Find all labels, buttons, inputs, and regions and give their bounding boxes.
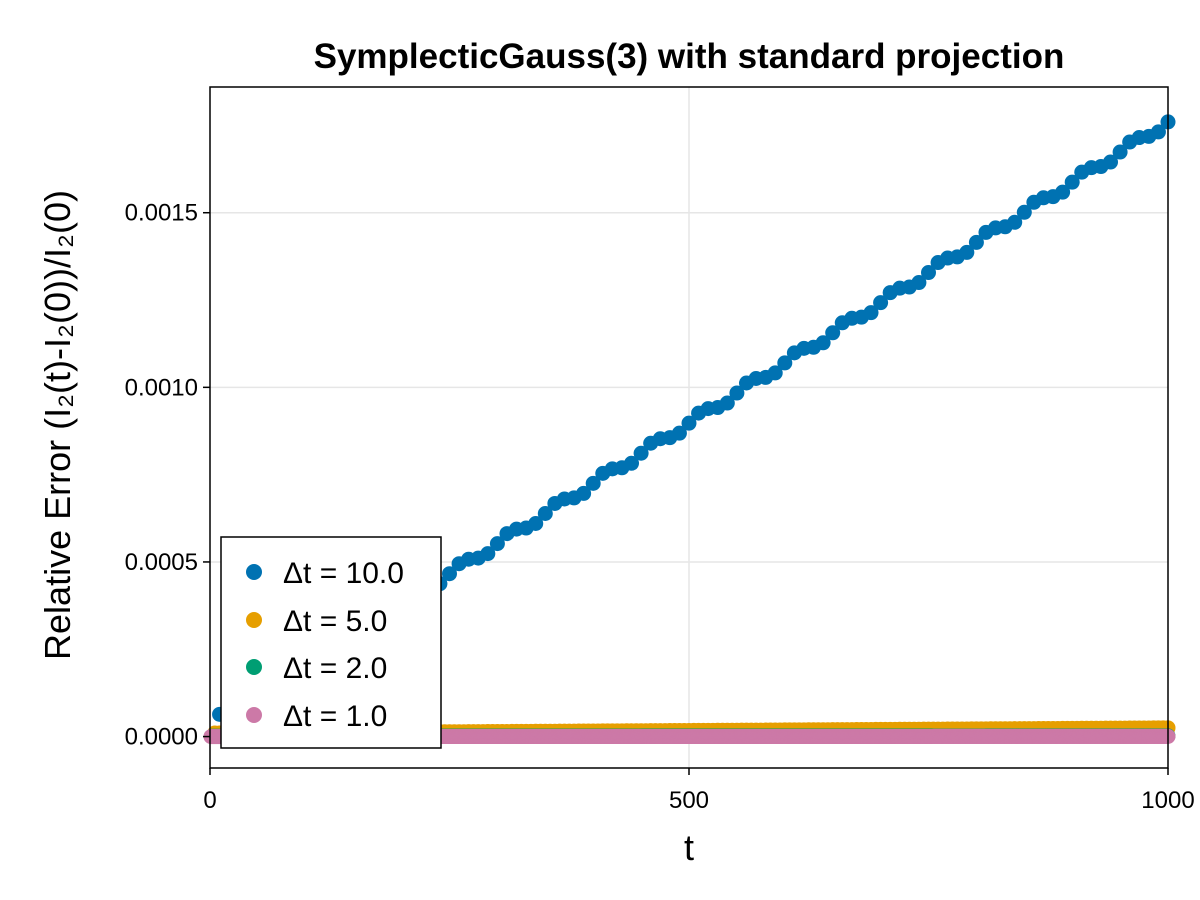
y-tick-label: 0.0010 (125, 374, 198, 401)
data-point (1112, 144, 1128, 160)
data-point (681, 415, 697, 431)
x-axis-ticks: 0 500 1000 (203, 768, 1195, 814)
data-point (825, 325, 841, 341)
legend-marker-dt-5 (246, 612, 262, 628)
data-point (1150, 124, 1166, 140)
legend-marker-dt-10 (246, 564, 262, 580)
legend-marker-dt-2 (246, 659, 262, 675)
data-point (777, 355, 793, 371)
data-point (873, 295, 889, 311)
data-point (1064, 174, 1080, 190)
data-point (671, 425, 687, 441)
data-point (911, 275, 927, 291)
x-tick-label: 500 (669, 787, 709, 814)
y-tick-label: 0.0005 (125, 549, 198, 576)
chart-title: SymplecticGauss(3) with standard project… (314, 37, 1065, 76)
legend-label-dt-2: Δt = 2.0 (283, 652, 387, 685)
y-axis-ticks: 0.0000 0.0005 0.0010 0.0015 (125, 200, 210, 751)
data-point (815, 335, 831, 351)
data-point (576, 485, 592, 501)
x-axis-label: t (684, 827, 694, 868)
data-point (968, 234, 984, 250)
x-tick-label: 0 (203, 787, 216, 814)
data-point (480, 546, 496, 562)
legend-marker-dt-1 (246, 707, 262, 723)
data-point (528, 516, 544, 532)
data-point (442, 566, 457, 582)
data-point (489, 536, 505, 552)
y-tick-label: 0.0000 (125, 724, 198, 751)
data-point (767, 365, 783, 381)
data-point (1055, 184, 1071, 200)
y-axis-label: Relative Error (I₂(t)-I₂(0))/I₂(0) (37, 190, 78, 660)
data-point (585, 475, 601, 491)
legend-label-dt-10: Δt = 10.0 (283, 557, 404, 590)
x-tick-label: 1000 (1141, 787, 1194, 814)
legend-label-dt-5: Δt = 5.0 (283, 605, 387, 638)
data-point (1007, 214, 1023, 230)
data-point (1016, 204, 1032, 220)
data-point (959, 244, 975, 260)
data-point (729, 385, 745, 401)
y-tick-label: 0.0015 (125, 200, 198, 227)
data-point (863, 305, 879, 321)
legend: Δt = 10.0 Δt = 5.0 Δt = 2.0 Δt = 1.0 (220, 536, 442, 749)
data-point (719, 395, 735, 411)
data-point (537, 505, 553, 521)
data-point (1103, 154, 1119, 170)
data-point (633, 445, 649, 461)
data-point (921, 265, 936, 281)
legend-label-dt-1: Δt = 1.0 (283, 700, 387, 733)
data-point (624, 455, 640, 471)
